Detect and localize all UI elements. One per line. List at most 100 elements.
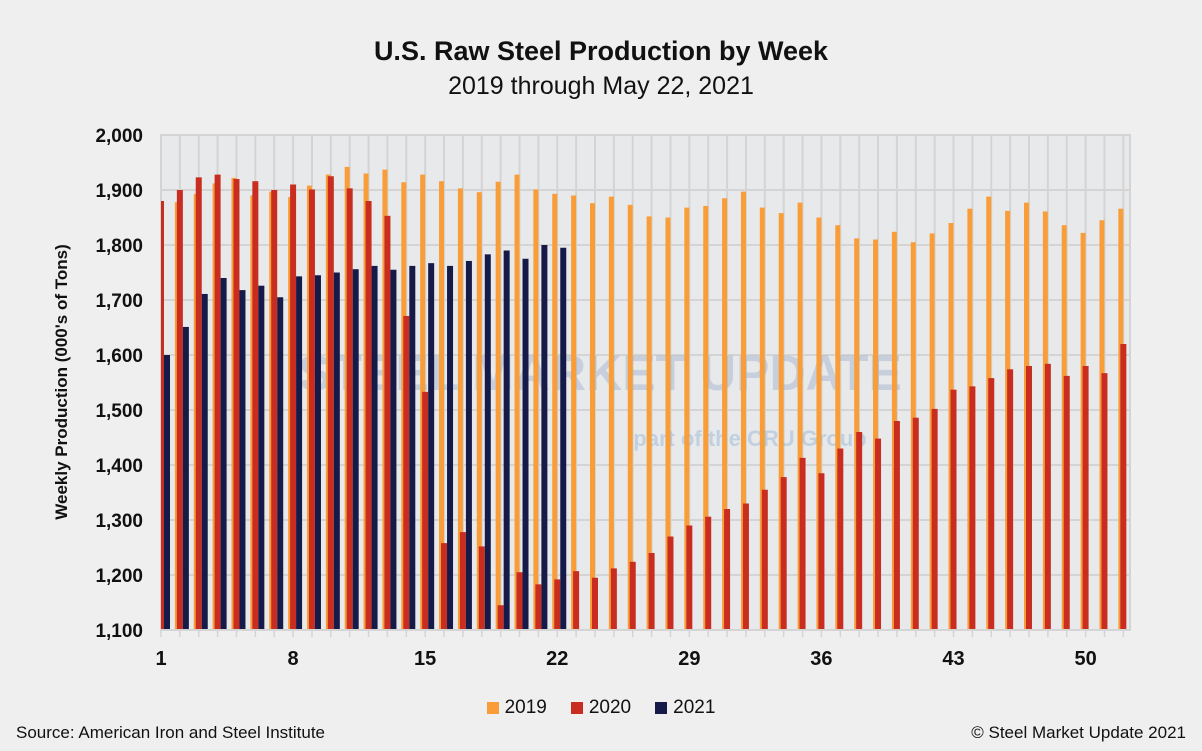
legend-item-2020: 2020 [570,697,631,719]
bar-2020-week-37 [837,448,844,630]
bar-2020-week-25 [610,568,617,630]
bar-2019-week-34 [778,213,784,630]
bar-2020-week-40 [893,421,900,630]
bar-2021-week-7 [277,297,284,630]
bar-2020-week-43 [950,389,957,630]
bar-2020-week-1 [161,201,164,630]
bar-2020-week-4 [214,174,221,630]
bar-2021-week-13 [390,269,397,630]
bar-2019-week-24 [589,203,595,630]
bar-2019-week-28 [665,217,671,630]
y-tick-label: 1,200 [95,566,143,587]
bar-2020-week-13 [384,215,391,630]
bar-2020-week-42 [931,408,938,630]
bar-2019-week-29 [684,207,690,630]
x-tick-label: 15 [414,648,436,670]
bar-2020-week-38 [856,432,863,630]
bar-2021-week-2 [182,326,189,630]
bar-2021-week-10 [333,272,340,630]
bar-2019-week-20 [514,174,520,630]
bar-2020-week-20 [516,572,523,630]
bar-2021-week-4 [220,278,227,630]
bar-2020-week-33 [761,489,768,630]
bar-2021-week-21 [541,245,548,630]
y-tick-label: 1,400 [95,456,143,477]
bar-2021-week-15 [428,263,435,630]
x-tick-label: 8 [288,648,299,670]
bar-2020-week-21 [535,584,542,630]
bar-2020-week-18 [478,546,485,630]
bar-2020-week-29 [686,525,693,630]
bar-2020-week-32 [742,503,749,630]
legend-swatch [655,702,668,714]
bar-2020-week-31 [724,509,731,630]
bar-2020-week-39 [875,438,882,630]
bar-2020-week-2 [176,190,183,630]
bar-2019-week-18 [476,192,482,630]
bar-2021-week-17 [465,260,472,630]
bar-2021-week-1 [164,355,170,630]
bar-2020-week-35 [799,457,806,630]
bar-2021-week-5 [239,290,246,630]
bar-2020-week-47 [1025,366,1032,630]
bar-2020-week-19 [497,605,504,630]
bar-2020-week-50 [1082,366,1089,630]
bar-2021-week-11 [352,269,359,630]
copyright-note: © Steel Market Update 2021 [971,723,1186,742]
legend-item-2019: 2019 [486,697,547,719]
y-tick-label: 1,500 [95,401,143,422]
chart-subtitle: 2019 through May 22, 2021 [448,72,754,100]
legend-swatch [486,702,499,714]
bar-2020-week-12 [365,201,372,630]
bar-2020-week-22 [554,579,561,630]
bar-2021-week-12 [371,265,378,630]
bar-2020-week-23 [573,571,580,630]
bar-2020-week-46 [1007,369,1014,630]
bar-2020-week-11 [346,188,353,630]
bar-2020-week-26 [629,561,636,630]
bar-2020-week-49 [1063,375,1070,630]
bar-2020-week-9 [308,189,315,630]
bar-2020-week-16 [441,543,448,630]
bar-2020-week-17 [459,532,466,630]
bar-2019-week-36 [816,217,822,630]
x-tick-label: 22 [546,648,568,670]
bar-2020-week-6 [252,181,259,630]
y-tick-label: 1,700 [95,291,143,312]
bar-2020-week-8 [290,184,297,630]
bar-2019-week-31 [722,198,728,630]
bar-2020-week-52 [1120,344,1127,630]
bar-2020-week-44 [969,386,976,630]
bar-2019-week-32 [740,191,746,630]
bar-2019-week-21 [533,189,539,630]
bar-2019-week-30 [703,205,709,630]
bar-2020-week-15 [422,391,429,630]
x-tick-label: 29 [678,648,700,670]
bar-2019-week-25 [608,196,614,630]
bar-2021-week-3 [201,293,208,630]
bar-2019-week-22 [552,193,558,630]
bar-2020-week-34 [780,477,787,630]
bar-2020-week-41 [912,417,919,630]
bar-2020-week-24 [591,577,598,630]
bar-2020-week-28 [667,536,674,630]
bar-2020-week-5 [233,179,240,630]
bar-2019-week-27 [646,216,652,630]
bar-2020-week-7 [271,190,278,630]
bar-2020-week-48 [1044,363,1051,630]
bar-2021-week-18 [484,254,491,630]
bar-2020-week-27 [648,553,655,630]
chart-title: U.S. Raw Steel Production by Week [373,36,829,66]
x-tick-label: 36 [810,648,832,670]
y-tick-label: 1,600 [95,346,143,367]
bar-2020-week-51 [1101,373,1108,630]
bar-2019-week-23 [571,195,577,630]
legend: 2019 2020 2021 [0,697,1202,719]
bar-2019-week-17 [457,188,463,630]
legend-label: 2019 [504,697,547,718]
bar-2021-week-22 [560,247,567,630]
bar-2019-week-16 [439,181,445,630]
x-tick-label: 43 [942,648,964,670]
bar-2019-week-37 [835,225,841,630]
